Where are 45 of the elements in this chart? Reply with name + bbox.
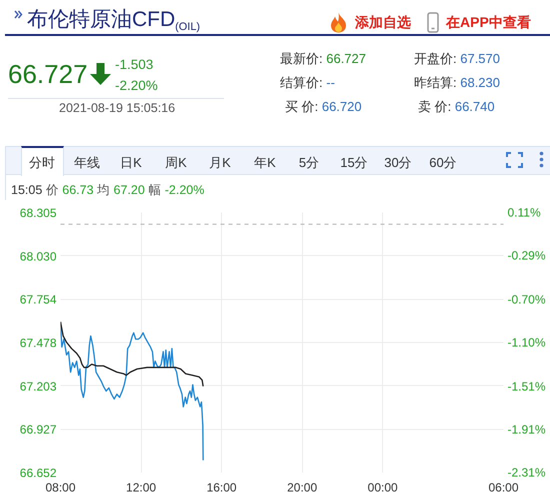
x-tick-label: 12:00	[126, 480, 156, 494]
x-tick-label: 20:00	[287, 480, 318, 494]
chart-title: 布伦特原油CFD$_{(OIL)}$	[27, 6, 200, 36]
y-tick-label: 68.305	[20, 206, 57, 220]
line-series	[60, 321, 204, 387]
text: 在APP中查看	[446, 13, 531, 32]
y2-tick-label: 0.11%	[508, 206, 541, 220]
y-tick-label: 66.652	[20, 466, 57, 480]
text: 最新价: 66.727	[280, 51, 366, 66]
y-tick-label: 66.927	[20, 422, 57, 437]
x-tick-label: 06:00	[488, 480, 519, 494]
text: 月K	[208, 154, 232, 172]
y2-tick-label: -1.10%	[508, 336, 546, 350]
text: 日K	[119, 154, 143, 172]
text: 分时	[28, 154, 56, 172]
text: 30分	[383, 154, 413, 172]
y2-tick-label: -0.29%	[508, 248, 546, 262]
text: 2021-08-19 15:05:16	[59, 100, 176, 117]
text: 年线	[73, 154, 101, 172]
text: 结算价: --	[280, 75, 335, 90]
y-tick-label: 67.754	[20, 292, 57, 307]
y2-tick-label: -2.31%	[508, 466, 546, 480]
text: 15分	[339, 154, 369, 172]
text: -1.503	[115, 56, 154, 74]
text: 15:05 价 66.73 均 67.20 幅 -2.20%	[11, 183, 204, 197]
text: 年K	[253, 154, 277, 172]
y-tick-label: 67.203	[20, 379, 57, 394]
y-tick-label: 67.478	[20, 336, 57, 350]
x-tick-label: 00:00	[368, 480, 398, 494]
text: 5分	[298, 154, 320, 172]
x-tick-label: 08:00	[45, 480, 76, 494]
y-tick-label: 68.030	[20, 249, 57, 264]
y2-tick-label: -0.70%	[508, 292, 546, 307]
text: 开盘价: 67.570	[414, 51, 500, 66]
text: 周K	[164, 154, 188, 172]
text: 添加自选	[355, 13, 411, 32]
x-tick-label: 16:00	[206, 480, 237, 494]
text: 66.727	[8, 58, 88, 90]
text: 昨结算: 68.230	[414, 75, 500, 90]
text: -2.20%	[115, 76, 158, 94]
text: 卖 价: 66.740	[418, 99, 495, 114]
text: 60分	[428, 154, 458, 172]
y2-tick-label: -1.51%	[508, 380, 546, 394]
text: 买 价: 66.720	[285, 99, 362, 114]
y2-tick-label: -1.91%	[508, 422, 546, 437]
